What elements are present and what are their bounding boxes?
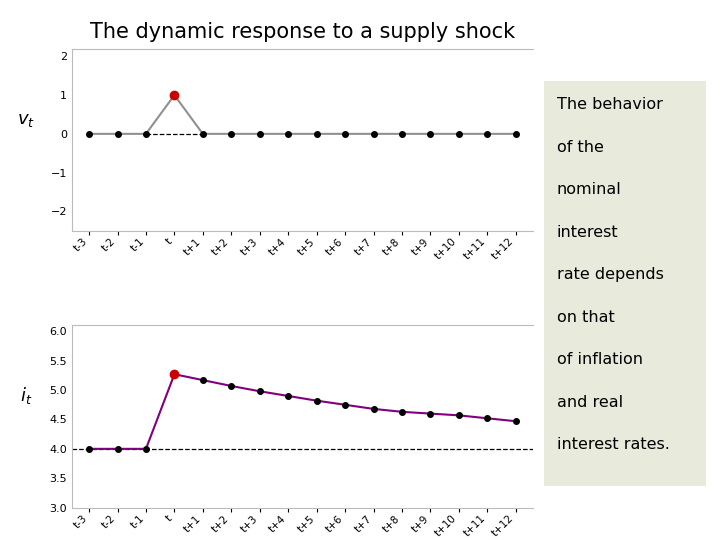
Text: nominal: nominal [557, 183, 621, 197]
Text: interest rates.: interest rates. [557, 437, 670, 453]
Text: interest: interest [557, 225, 618, 240]
Text: The behavior: The behavior [557, 97, 662, 112]
Text: rate depends: rate depends [557, 267, 663, 282]
Text: of the: of the [557, 140, 603, 155]
Y-axis label: $v_t$: $v_t$ [17, 111, 35, 129]
Text: and real: and real [557, 395, 623, 410]
Text: of inflation: of inflation [557, 353, 642, 367]
Text: The dynamic response to a supply shock: The dynamic response to a supply shock [90, 22, 515, 42]
Y-axis label: $i_t$: $i_t$ [19, 384, 32, 406]
Text: on that: on that [557, 310, 614, 325]
